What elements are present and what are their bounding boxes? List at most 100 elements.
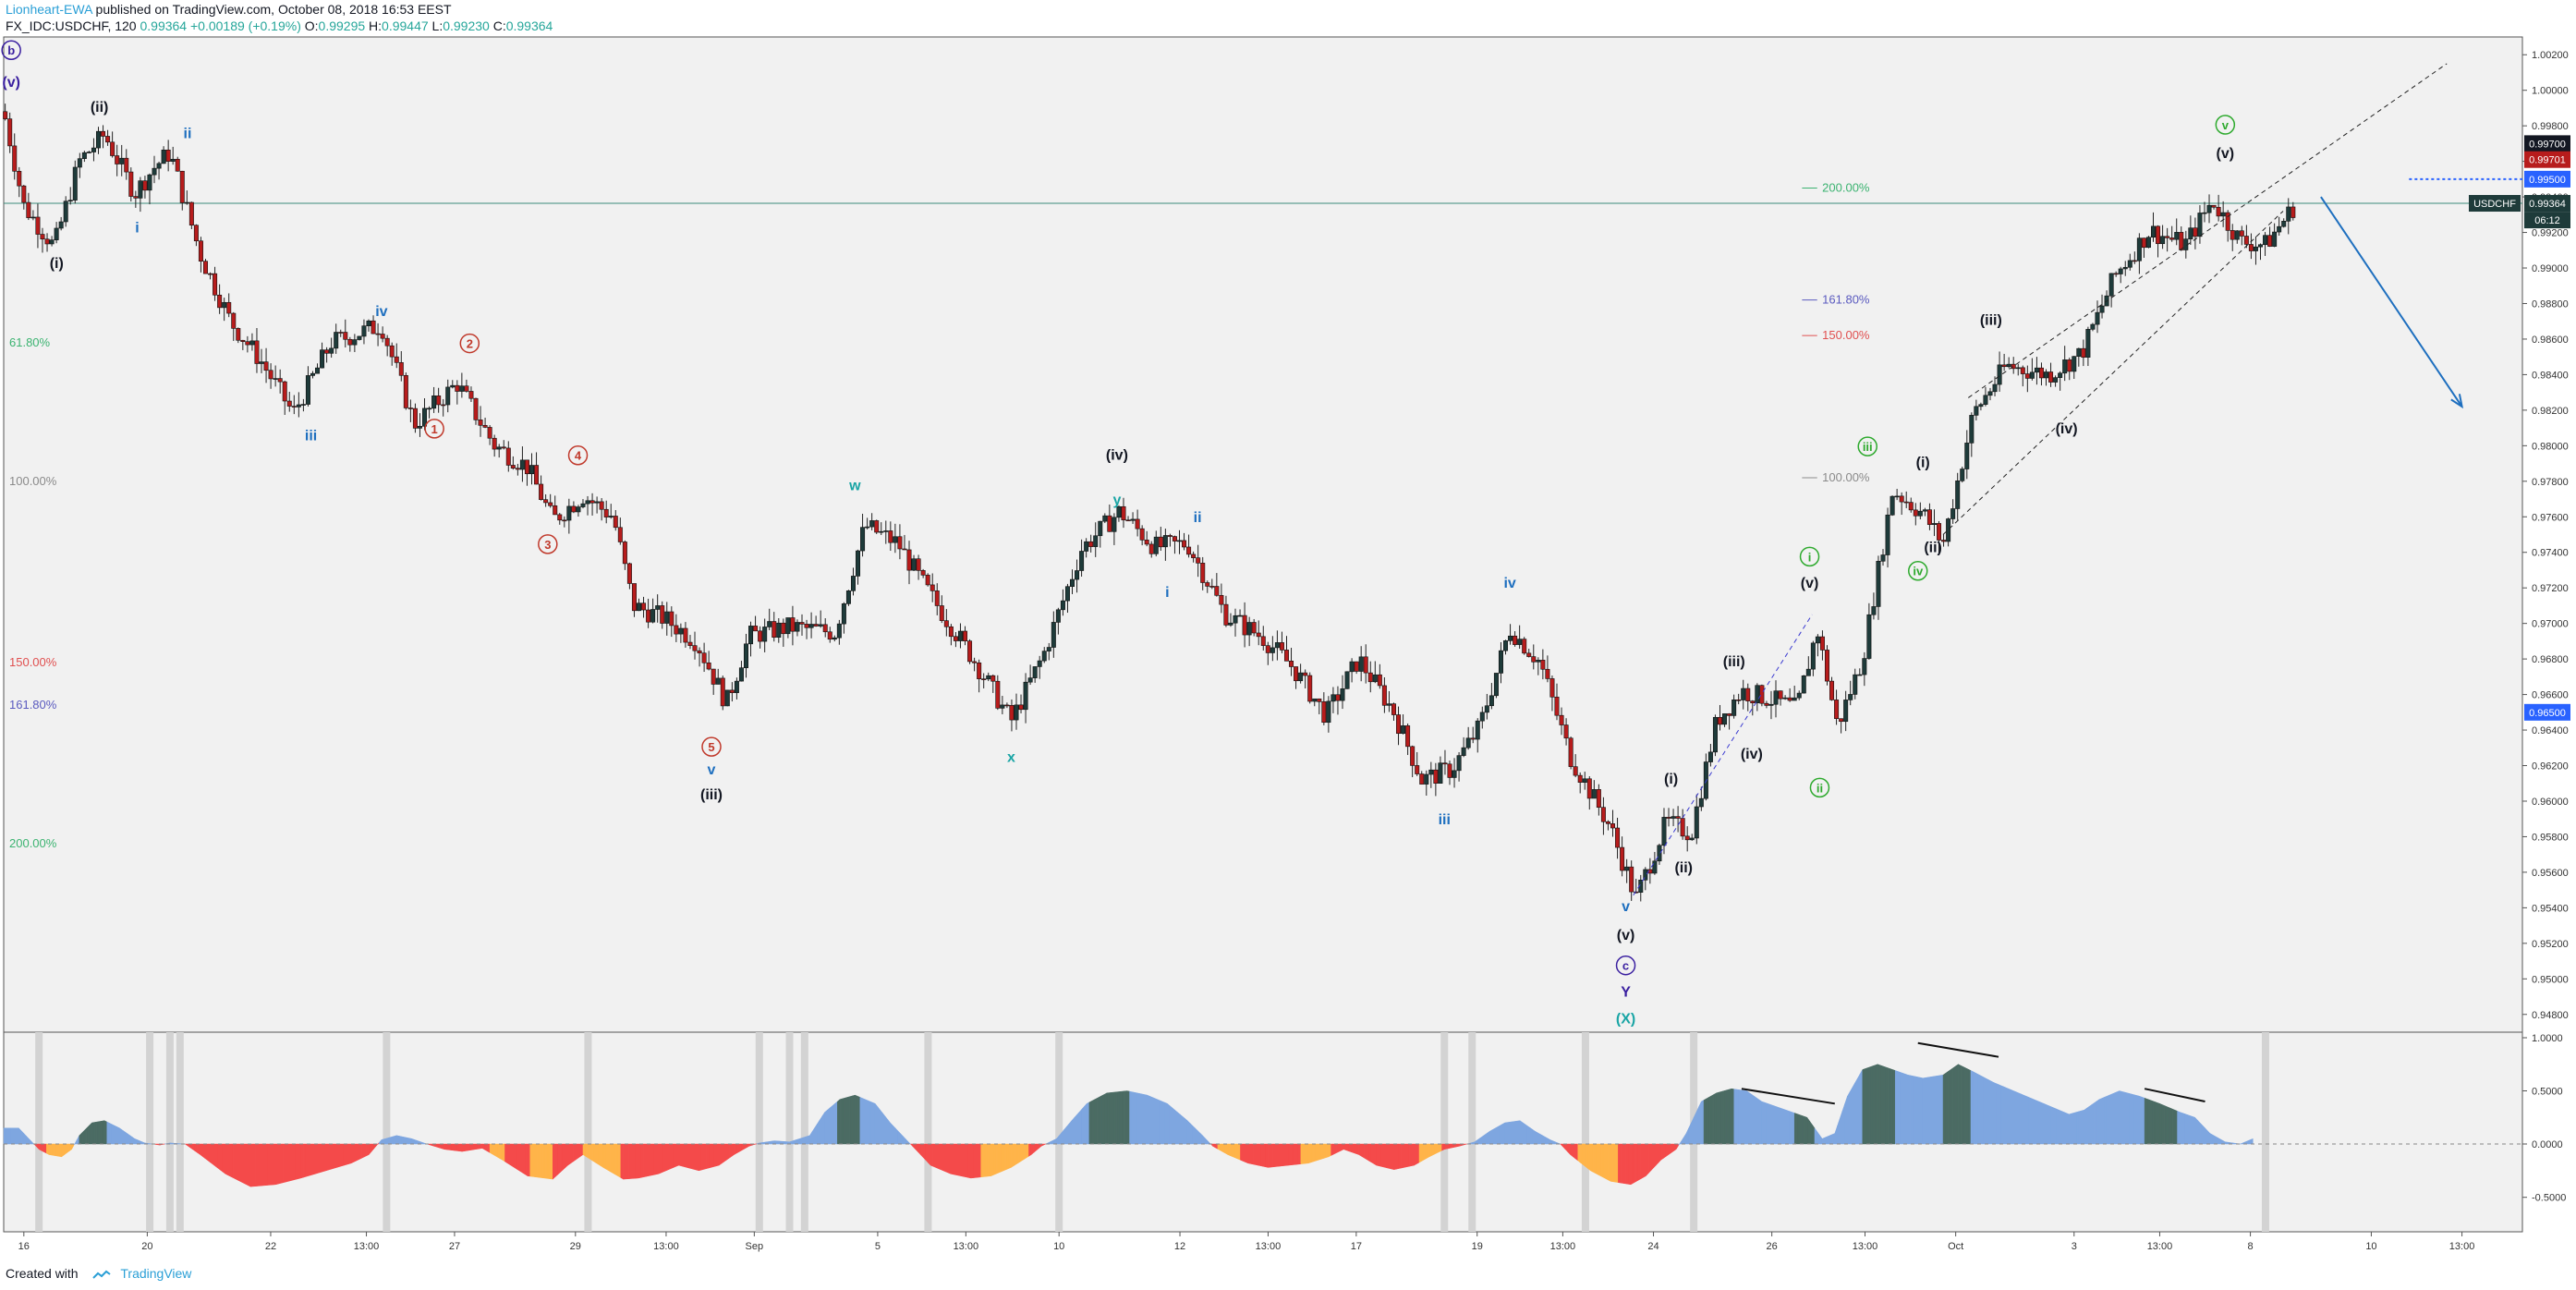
oscillator-segment xyxy=(262,1143,266,1187)
candle-body xyxy=(1727,713,1732,716)
candle-body xyxy=(240,339,246,342)
oscillator-segment xyxy=(718,1143,723,1166)
candle-body xyxy=(626,563,632,584)
oscillator-segment xyxy=(703,1143,707,1170)
wave-label: 4 xyxy=(575,449,582,463)
candle-body xyxy=(2225,212,2230,231)
candle-body xyxy=(1032,666,1038,678)
oscillator-segment xyxy=(890,1122,893,1145)
oscillator-segment xyxy=(1771,1104,1775,1145)
candle-body xyxy=(1344,671,1350,689)
oscillator-segment xyxy=(1723,1089,1727,1145)
candle-body xyxy=(1615,827,1621,848)
oscillator-segment xyxy=(1373,1143,1377,1166)
candle-body xyxy=(2058,372,2063,378)
oscillator-segment xyxy=(249,1143,254,1187)
oscillator-segment xyxy=(1167,1102,1171,1145)
candle-body xyxy=(142,180,148,191)
candle-body xyxy=(553,505,558,516)
oscillator-segment xyxy=(1968,1068,1972,1145)
oscillator-segment xyxy=(1126,1090,1130,1145)
wave-label: (v) xyxy=(1617,928,1635,943)
candle-body xyxy=(1853,674,1858,695)
candle-body xyxy=(1102,515,1108,522)
candle-body xyxy=(1885,514,1890,555)
session-marker xyxy=(146,1032,154,1232)
oscillator-segment xyxy=(30,1140,35,1145)
candle-body xyxy=(198,240,203,262)
oscillator-segment xyxy=(1262,1143,1266,1168)
oscillator-segment xyxy=(2232,1142,2236,1145)
oscillator-segment xyxy=(2194,1116,2198,1145)
wave-label: iv xyxy=(375,304,387,320)
oscillator-segment xyxy=(1703,1098,1707,1145)
candle-body xyxy=(1652,860,1658,874)
candle-body xyxy=(930,584,935,591)
oscillator-segment xyxy=(1094,1098,1098,1145)
oscillator-segment xyxy=(963,1143,966,1178)
oscillator-segment xyxy=(2142,1096,2145,1145)
candle-body xyxy=(1596,789,1601,809)
oscillator-segment xyxy=(728,1143,733,1159)
candle-body xyxy=(1750,700,1756,704)
oscillator-segment xyxy=(1401,1143,1404,1169)
candle-body xyxy=(1732,699,1737,716)
oscillator-segment xyxy=(255,1143,259,1187)
candle-body xyxy=(1605,821,1610,824)
osc-tick-label: 0.0000 xyxy=(2532,1139,2563,1150)
candle-body xyxy=(1586,778,1592,799)
oscillator-segment xyxy=(1726,1089,1730,1145)
candle-body xyxy=(1046,647,1051,651)
candle-body xyxy=(334,332,339,349)
candle-body xyxy=(1931,523,1937,525)
candle-body xyxy=(217,294,223,309)
divergence-line xyxy=(1917,1041,1999,1058)
candle-body xyxy=(1661,817,1667,846)
oscillator-segment xyxy=(1345,1143,1349,1152)
tradingview-link[interactable]: TradingView xyxy=(120,1266,192,1281)
oscillator-segment xyxy=(1323,1143,1327,1159)
candle-body xyxy=(1591,789,1597,799)
oscillator-segment xyxy=(1962,1066,1966,1145)
wave-label: (iv) xyxy=(1741,747,1763,762)
oscillator-segment xyxy=(239,1143,244,1184)
oscillator-segment xyxy=(2084,1107,2087,1145)
oscillator-segment xyxy=(723,1143,727,1162)
oscillator-segment xyxy=(2199,1122,2204,1145)
wave-label: ii xyxy=(184,127,192,142)
oscillator-segment xyxy=(862,1098,866,1145)
close-value: 0.99364 xyxy=(505,18,553,33)
oscillator-segment xyxy=(1129,1090,1133,1145)
oscillator-segment xyxy=(2119,1090,2122,1145)
oscillator-segment xyxy=(1177,1111,1181,1145)
oscillator-segment xyxy=(1958,1064,1962,1145)
candle-body xyxy=(1167,535,1173,537)
oscillator-segment xyxy=(595,1143,599,1165)
oscillator-segment xyxy=(230,1143,234,1178)
x-tick-label: 13:00 xyxy=(1256,1241,1282,1252)
candle-body xyxy=(1493,673,1499,697)
candle-body xyxy=(128,171,134,197)
oscillator-segment xyxy=(2225,1141,2229,1145)
oscillator-segment xyxy=(225,1143,228,1176)
wave-circle xyxy=(1799,546,1820,567)
oscillator-segment xyxy=(1592,1143,1597,1174)
candle-body xyxy=(389,345,395,358)
candle-body xyxy=(1396,714,1402,735)
y-tick-label: 0.95000 xyxy=(2532,974,2569,985)
oscillator-segment xyxy=(315,1143,319,1174)
wave-label: 5 xyxy=(708,740,714,754)
author-link[interactable]: Lionheart-EWA xyxy=(6,2,92,17)
wave-label: (iv) xyxy=(1106,448,1128,464)
oscillator-segment xyxy=(1011,1143,1015,1168)
candle-body xyxy=(1903,501,1909,504)
oscillator-segment xyxy=(1484,1132,1488,1145)
candle-body xyxy=(17,170,22,187)
candle-body xyxy=(2095,311,2100,325)
candle-body xyxy=(1978,404,1984,408)
oscillator-segment xyxy=(1580,1143,1584,1165)
oscillator-segment xyxy=(116,1126,120,1145)
oscillator-segment xyxy=(773,1140,778,1145)
x-tick-label: 3 xyxy=(2072,1241,2077,1252)
